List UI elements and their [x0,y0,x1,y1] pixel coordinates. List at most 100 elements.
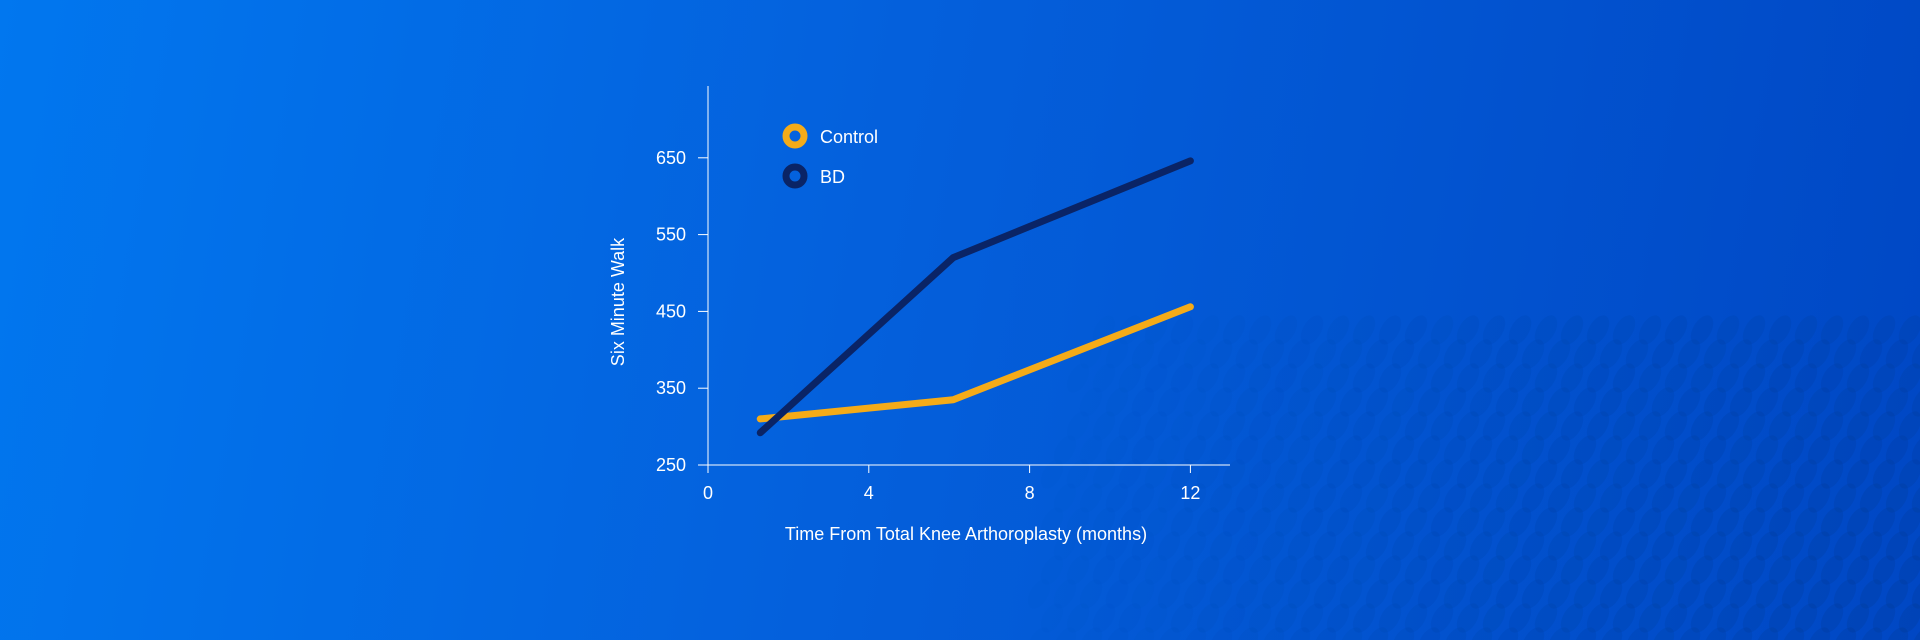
bg-dot [1599,579,1623,609]
bg-dot [1781,435,1805,465]
bg-dot [1313,339,1337,369]
bg-dot [1885,579,1909,609]
bg-dot [1365,531,1389,561]
bg-dot [1521,339,1545,369]
bg-dot [1456,411,1480,441]
bg-dot [1690,555,1714,585]
bg-dot [1846,459,1870,489]
bg-dot [1456,363,1480,393]
bg-dot [1300,507,1324,537]
bg-dot [1417,531,1441,561]
bg-dot [1911,339,1920,369]
bg-dot [1586,459,1610,489]
bg-dot [1300,603,1324,633]
bg-dot [1872,411,1896,441]
bg-dot [1586,411,1610,441]
bg-dot [1612,555,1636,585]
bg-dot [1339,339,1363,369]
bg-dot [1625,339,1649,369]
bg-dot [1599,387,1623,417]
bg-dot [1352,555,1376,585]
bg-dot [1768,555,1792,585]
bg-dot [1430,363,1454,393]
bg-dot [1209,531,1233,561]
bg-dot [1469,339,1493,369]
bg-dot [1547,483,1571,513]
chart-legend: Control BD [782,123,878,189]
bg-dot [1495,579,1519,609]
bg-dot [1768,507,1792,537]
bg-dot [1287,339,1311,369]
bg-dot [1495,339,1519,369]
bg-dot [1703,435,1727,465]
bg-dot [1235,531,1259,561]
bg-dot [1612,459,1636,489]
bg-dot [1573,531,1597,561]
bg-dot [1703,483,1727,513]
bg-dot [1833,339,1857,369]
bg-dot [1495,531,1519,561]
bg-dot [1547,531,1571,561]
bg-dot [1560,315,1584,345]
bg-dot [1430,507,1454,537]
bg-dot [1755,531,1779,561]
bg-dot [1261,339,1285,369]
bg-dot [1391,435,1415,465]
bg-dot [1508,363,1532,393]
bg-dot [1625,387,1649,417]
bg-dot [1846,507,1870,537]
bg-dot [1599,483,1623,513]
bg-dot [1404,411,1428,441]
bg-dot [1729,579,1753,609]
bg-dot [1560,603,1584,633]
bg-dot [1755,627,1779,640]
bg-dot [1768,411,1792,441]
bg-dot [1300,315,1324,345]
x-axis-ticks: 0 4 8 12 [703,465,1200,503]
bg-dot [1274,459,1298,489]
bg-dot [1781,531,1805,561]
series-line-control [756,303,1194,423]
bg-dot [1742,555,1766,585]
bg-dot [1456,459,1480,489]
bg-dot [1833,627,1857,640]
bg-dot [1703,387,1727,417]
bg-dot [1417,579,1441,609]
bg-dot [1469,627,1493,640]
bg-dot [1547,339,1571,369]
bg-dot [1664,507,1688,537]
bg-dot [1677,627,1701,640]
bg-dot [1651,435,1675,465]
bg-dot [1469,531,1493,561]
bg-dot [1794,459,1818,489]
bg-dot [1859,627,1883,640]
legend-item: BD [782,163,845,189]
bg-dot [1794,315,1818,345]
bg-dot [1274,507,1298,537]
bg-dot [1807,435,1831,465]
bg-dot [1313,627,1337,640]
bg-dot [1456,507,1480,537]
bg-dot [1417,627,1441,640]
bg-dot [1703,579,1727,609]
bg-dot [1872,555,1896,585]
bg-dot [1391,387,1415,417]
bg-dot [1898,363,1920,393]
bg-dot [1859,339,1883,369]
bg-dot [1690,363,1714,393]
bg-dot [1586,315,1610,345]
bg-dot [1495,483,1519,513]
bg-dot [1911,483,1920,513]
bg-dot [1261,531,1285,561]
bg-dot [1638,459,1662,489]
bg-dot [1794,603,1818,633]
bg-dot [1781,627,1805,640]
bg-dot [1742,363,1766,393]
bg-dot [1690,411,1714,441]
bg-dot [1573,483,1597,513]
legend-marker [782,123,808,149]
y-axis-title: Six Minute Walk [608,237,628,366]
bg-dot [1235,483,1259,513]
bg-dot [1235,435,1259,465]
